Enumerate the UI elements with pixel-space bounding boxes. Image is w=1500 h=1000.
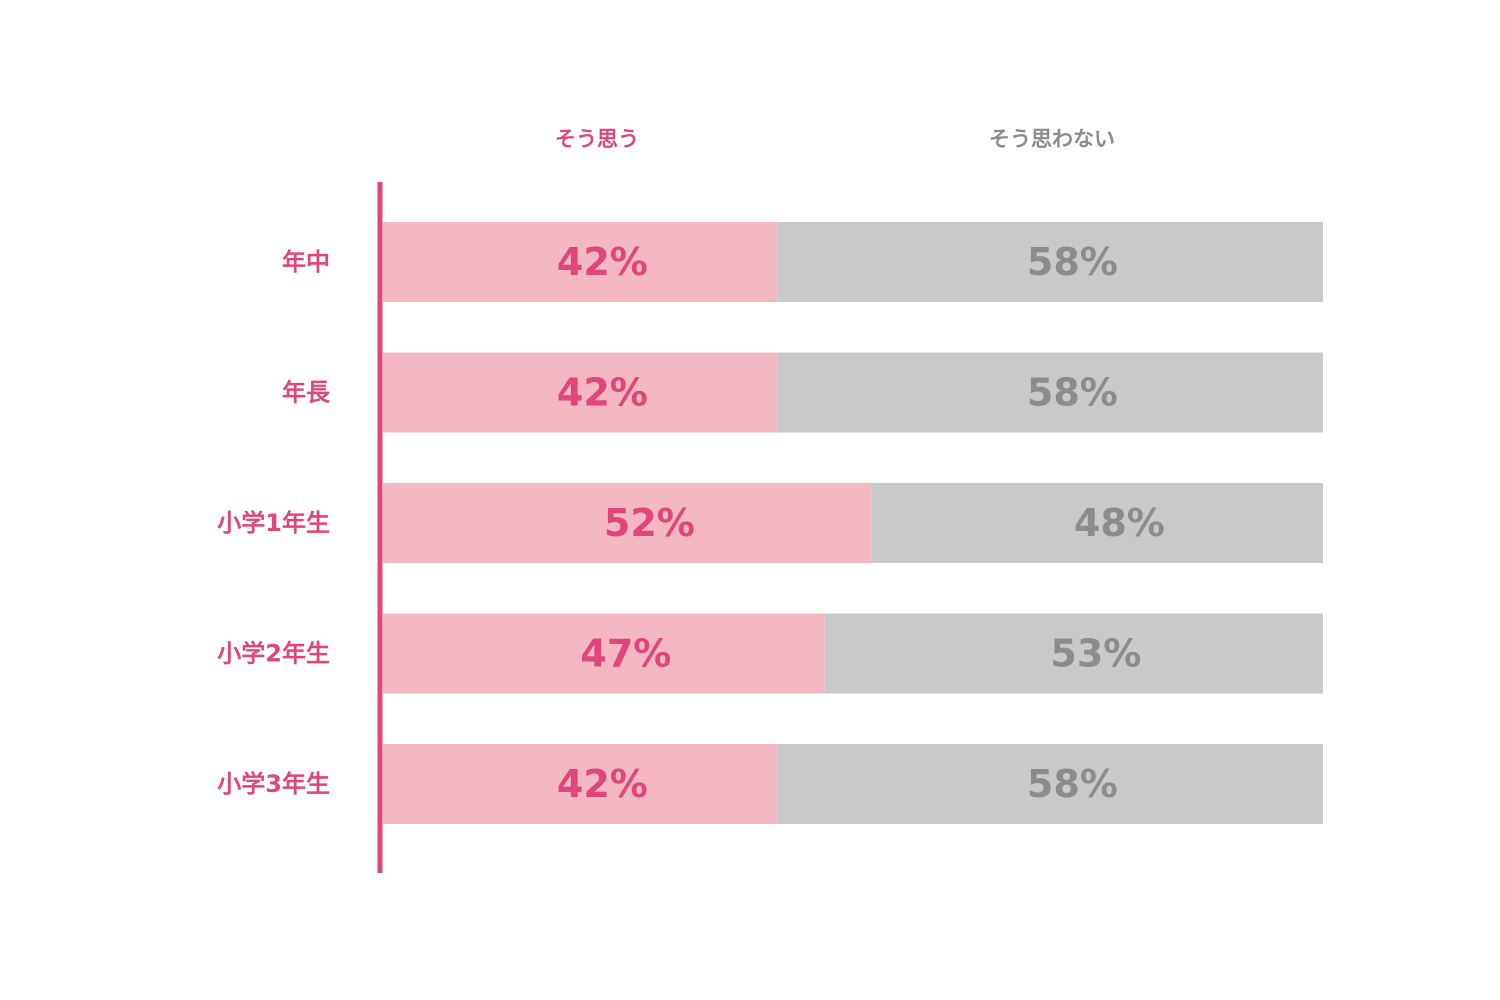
bar-disagree bbox=[777, 222, 1323, 302]
value-label-disagree: 53% bbox=[1050, 632, 1141, 676]
bar-disagree bbox=[777, 352, 1323, 433]
bar-agree bbox=[383, 744, 778, 824]
bar-disagree bbox=[824, 613, 1323, 694]
value-label-disagree: 58% bbox=[1027, 371, 1118, 415]
value-label-agree: 42% bbox=[557, 240, 648, 284]
category-label: 小学1年生 bbox=[217, 509, 330, 537]
bar-agree bbox=[383, 352, 778, 433]
category-label: 年中 bbox=[282, 248, 330, 276]
value-label-agree: 52% bbox=[604, 501, 695, 545]
legend: そう思う そう思わない bbox=[555, 127, 1115, 151]
bar-disagree bbox=[777, 744, 1323, 824]
legend-label-disagree: そう思わない bbox=[989, 127, 1115, 151]
category-label: 年長 bbox=[282, 379, 331, 407]
value-labels: 42% 58% 42% 58% 52% 48% 47% 53% 42% 58% bbox=[557, 240, 1165, 806]
bar-agree bbox=[383, 613, 825, 694]
bar-disagree bbox=[871, 483, 1323, 563]
value-label-agree: 47% bbox=[580, 632, 671, 676]
value-label-agree: 42% bbox=[557, 762, 648, 806]
bar-agree bbox=[383, 222, 778, 302]
category-label: 小学2年生 bbox=[217, 640, 330, 668]
value-label-agree: 42% bbox=[557, 371, 648, 415]
bars bbox=[383, 222, 1323, 824]
legend-label-agree: そう思う bbox=[555, 127, 639, 151]
value-label-disagree: 58% bbox=[1027, 240, 1118, 284]
value-label-disagree: 58% bbox=[1027, 762, 1118, 806]
value-label-disagree: 48% bbox=[1074, 501, 1165, 545]
category-label: 小学3年生 bbox=[217, 770, 330, 798]
bar-agree bbox=[383, 483, 872, 563]
